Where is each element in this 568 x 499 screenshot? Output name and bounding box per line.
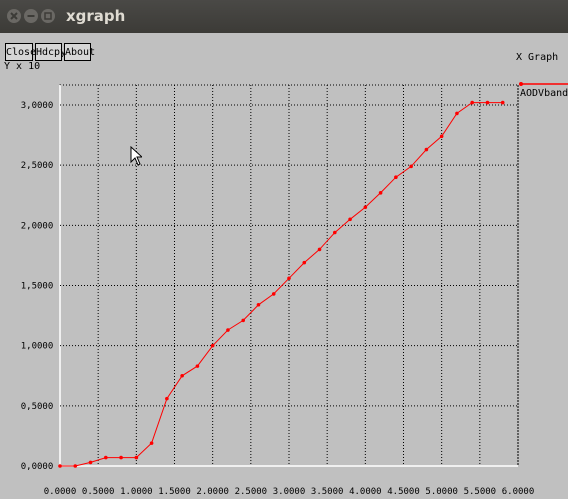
data-point	[394, 175, 398, 179]
data-point	[210, 343, 215, 348]
data-point	[317, 247, 322, 252]
data-point	[134, 455, 139, 460]
legend-swatch-marker	[519, 82, 523, 86]
data-point	[180, 373, 184, 378]
window-title: xgraph	[66, 7, 126, 25]
data-point	[195, 364, 200, 368]
data-point	[470, 100, 475, 105]
data-point	[363, 205, 368, 210]
x-tick-label: 5.5000	[464, 487, 497, 497]
mouse-pointer-icon	[130, 146, 142, 166]
x-tick-label: 0.0000	[44, 487, 77, 497]
data-point	[455, 111, 459, 116]
y-tick-label: 0,0000	[21, 462, 54, 472]
data-point	[88, 460, 93, 465]
x-tick-label: 5.0000	[425, 487, 458, 497]
close-button[interactable]: Close	[5, 43, 36, 61]
about-button[interactable]: About	[64, 43, 95, 61]
data-point	[73, 464, 78, 468]
x-tick-label: 3.0000	[273, 487, 306, 497]
y-tick-label: 3,0000	[21, 101, 54, 111]
series-line	[60, 102, 503, 467]
data-point	[149, 441, 154, 445]
data-point	[287, 276, 291, 281]
data-point	[424, 147, 429, 152]
data-point	[485, 100, 490, 105]
data-point	[271, 292, 276, 296]
data-point	[378, 191, 383, 195]
data-point	[58, 464, 62, 468]
legend-label: AODVband2.t	[520, 88, 568, 99]
window-maximize-icon[interactable]	[41, 9, 55, 23]
y-tick-label: 1,0000	[21, 342, 54, 352]
x-tick-label: 1.5000	[158, 487, 191, 497]
x-tick-label: 6.0000	[502, 487, 535, 497]
x-tick-label: 2.5000	[235, 487, 268, 497]
data-point	[302, 260, 307, 265]
y-tick-label: 0,5000	[21, 402, 54, 412]
graph-window-body	[0, 33, 568, 499]
x-tick-label: 0.5000	[82, 487, 115, 497]
data-point	[119, 455, 123, 460]
x-tick-label: 1.0000	[120, 487, 153, 497]
data-point	[241, 318, 245, 323]
window-titlebar[interactable]: xgraph	[0, 0, 568, 33]
y-tick-label: 2,5000	[21, 161, 54, 171]
graph-title: X Graph	[516, 52, 559, 63]
y-tick-label: 1,5000	[21, 282, 54, 292]
data-point	[165, 396, 169, 401]
window-close-icon[interactable]	[7, 9, 21, 23]
data-point	[333, 230, 337, 235]
data-point	[409, 164, 413, 169]
x-tick-label: 2.0000	[196, 487, 229, 497]
x-tick-label: 4.0000	[349, 487, 382, 497]
window-minimize-icon[interactable]	[24, 9, 38, 23]
data-point	[348, 217, 352, 222]
data-point	[104, 455, 108, 460]
hdcpy-button[interactable]: Hdcpy	[35, 43, 66, 61]
x-tick-label: 4.5000	[387, 487, 420, 497]
x-tick-label: 3.5000	[311, 487, 344, 497]
data-point	[226, 328, 230, 332]
data-point	[439, 134, 444, 139]
y-axis-unit-label: Y x 10	[4, 61, 41, 72]
data-point	[256, 302, 261, 307]
data-point	[500, 100, 505, 105]
y-tick-label: 2,0000	[21, 221, 54, 231]
